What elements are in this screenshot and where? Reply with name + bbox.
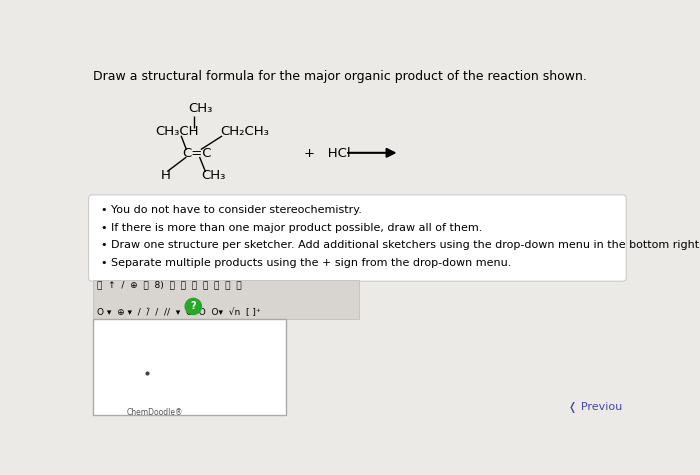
Text: ?: ? [190, 302, 196, 312]
Text: +   HCl: + HCl [304, 147, 351, 161]
FancyBboxPatch shape [93, 319, 286, 416]
Text: • Draw one structure per sketcher. Add additional sketchers using the drop-down : • Draw one structure per sketcher. Add a… [101, 240, 700, 250]
Text: H: H [161, 170, 171, 182]
Text: • You do not have to consider stereochemistry.: • You do not have to consider stereochem… [101, 205, 362, 215]
Text: C=C: C=C [183, 147, 212, 161]
FancyBboxPatch shape [93, 280, 358, 319]
Text: CH₃: CH₃ [188, 102, 212, 114]
Text: ChemDoodle®: ChemDoodle® [127, 408, 183, 418]
FancyBboxPatch shape [89, 195, 626, 281]
Text: CH₃CH: CH₃CH [155, 125, 199, 139]
Text: 🖐  ↑  /  ⊕  📶  8)  ⌢  ⌢  🐆  📋  🔍  🔍  🌿: 🖐 ↑ / ⊕ 📶 8) ⌢ ⌢ 🐆 📋 🔍 🔍 🌿 [97, 280, 242, 289]
Text: CH₃: CH₃ [202, 170, 226, 182]
Ellipse shape [186, 298, 202, 314]
Text: O ▾  ⊕ ▾  /  /́  /  //  ▾  O  O  O▾  √n  [ ]⁺: O ▾ ⊕ ▾ / /́ / // ▾ O O O▾ √n [ ]⁺ [97, 309, 261, 317]
Text: Draw a structural formula for the major organic product of the reaction shown.: Draw a structural formula for the major … [93, 70, 587, 83]
Text: ❬ Previou: ❬ Previou [568, 402, 622, 413]
Text: • Separate multiple products using the + sign from the drop-down menu.: • Separate multiple products using the +… [101, 258, 512, 268]
Text: • If there is more than one major product possible, draw all of them.: • If there is more than one major produc… [101, 223, 482, 233]
Text: CH₂CH₃: CH₂CH₃ [220, 125, 270, 139]
